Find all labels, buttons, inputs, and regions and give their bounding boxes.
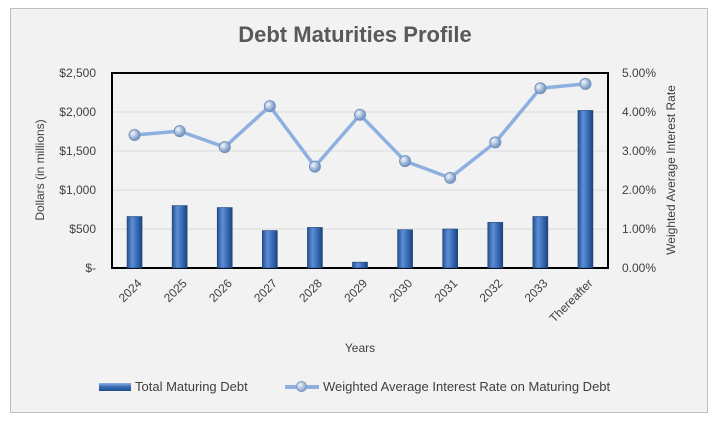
legend-bar-swatch [99,382,131,391]
rate-point-2026 [218,141,231,154]
y-tick-label: $2,500 [59,66,96,80]
x-tick-label: 2028 [296,276,325,305]
rate-point-thereafter [579,77,592,90]
rate-point-2027 [263,100,276,113]
bar-2032 [487,222,504,269]
legend-line-swatch [285,380,319,393]
x-tick-label: Thereafter [547,276,596,325]
bar-2025 [171,205,188,269]
bar-2031 [442,228,458,269]
bar-2026 [216,207,233,269]
x-tick-label: 2026 [206,276,235,305]
x-axis-label: Years [345,341,375,355]
rate-point-2030 [399,155,412,168]
bar-2029 [352,261,368,269]
y-tick-label: $500 [69,222,96,236]
x-tick-label: 2027 [251,276,280,305]
rate-point-2025 [173,125,186,138]
rate-point-2032 [489,136,502,149]
bar-2024 [126,216,143,269]
y2-tick-label: 2.00% [622,183,656,197]
bar-thereafter [577,110,594,269]
y2-tick-label: 3.00% [622,144,656,158]
x-tick-label: 2029 [341,276,370,305]
rate-point-2024 [128,129,141,142]
bar-2027 [262,230,278,269]
y2-tick-label: 5.00% [622,66,656,80]
chart-title: Debt Maturities Profile [238,22,472,47]
legend-label-debt: Total Maturing Debt [135,379,248,394]
y-tick-label: $2,000 [59,105,96,119]
y-axis-label: Dollars (in millions) [33,119,47,220]
rate-point-2028 [308,160,321,173]
bar-2030 [397,229,413,269]
y-tick-label: $1,000 [59,183,96,197]
x-tick-label: 2025 [161,276,190,305]
x-tick-label: 2024 [116,276,145,305]
legend: Total Maturing Debt Weighted Average Int… [0,379,712,399]
legend-item-rate: Weighted Average Interest Rate on Maturi… [285,379,610,394]
y-tick-label: $- [85,261,96,275]
y2-tick-label: 1.00% [622,222,656,236]
rate-point-2033 [534,82,547,95]
legend-item-debt: Total Maturing Debt [99,379,248,394]
x-tick-label: 2032 [477,276,506,305]
x-tick-label: 2033 [522,276,551,305]
rate-point-2029 [354,108,366,121]
y2-tick-label: 0.00% [622,261,656,275]
legend-label-rate: Weighted Average Interest Rate on Maturi… [323,379,611,394]
x-tick-label: 2031 [432,276,461,305]
y-tick-label: $1,500 [59,144,96,158]
y2-axis-label: Weighted Average Interest Rate [664,85,678,255]
bar-2033 [532,216,549,269]
bar-2028 [307,227,323,269]
x-tick-label: 2030 [386,276,415,305]
y2-tick-label: 4.00% [622,105,656,119]
rate-series-line [134,82,586,180]
rate-point-2031 [444,171,457,184]
